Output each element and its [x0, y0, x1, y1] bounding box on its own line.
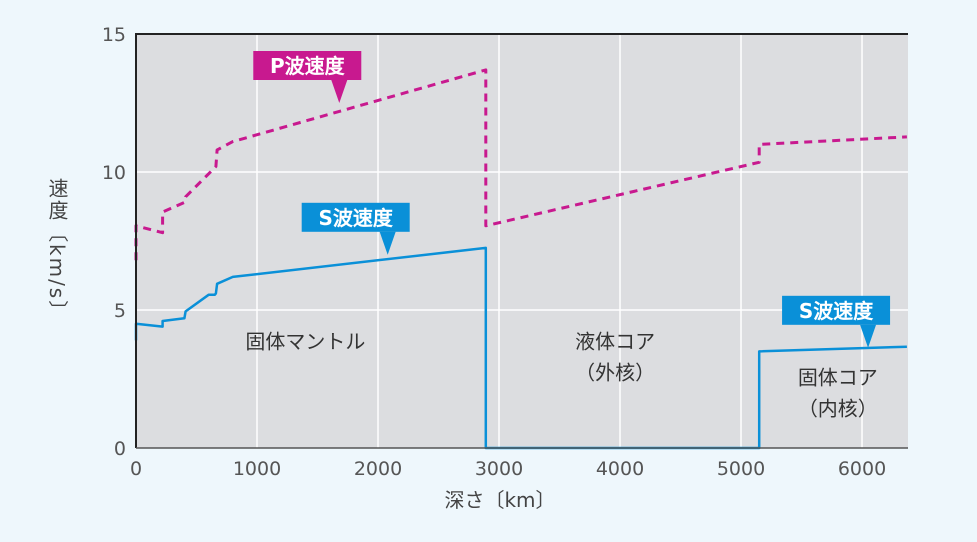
x-tick-label: 4000 [596, 458, 644, 480]
x-axis-label: 深さ〔km〕 [444, 488, 555, 512]
callout-label: S波速度 [799, 299, 874, 323]
y-tick-label: 5 [114, 300, 126, 322]
region-label: 液体コア [575, 330, 655, 354]
y-tick-label: 10 [102, 162, 126, 184]
callout-label: S波速度 [318, 206, 393, 230]
x-tick-label: 3000 [475, 458, 523, 480]
region-label: （内核） [798, 397, 878, 421]
x-tick-label: 5000 [717, 458, 765, 480]
x-tick-label: 0 [130, 458, 142, 480]
region-label: 固体マントル [245, 330, 365, 354]
plot-area [136, 34, 908, 448]
y-tick-label: 0 [114, 438, 126, 460]
x-tick-label: 6000 [838, 458, 886, 480]
region-label: （外核） [575, 361, 655, 385]
callout-s-wave: S波速度 [301, 202, 410, 255]
p-wave-line [134, 68, 907, 261]
callout-p-wave: P波速度 [253, 51, 362, 103]
callout-s-wave: S波速度 [782, 295, 891, 348]
plot-frame [135, 33, 908, 448]
y-tick-label: 15 [102, 24, 126, 46]
region-label: 固体コア [798, 366, 878, 390]
x-tick-label: 1000 [233, 458, 281, 480]
y-axis-label: 速度〔km/s〕 [45, 178, 69, 323]
callout-label: P波速度 [270, 54, 346, 78]
x-tick-label: 2000 [354, 458, 402, 480]
